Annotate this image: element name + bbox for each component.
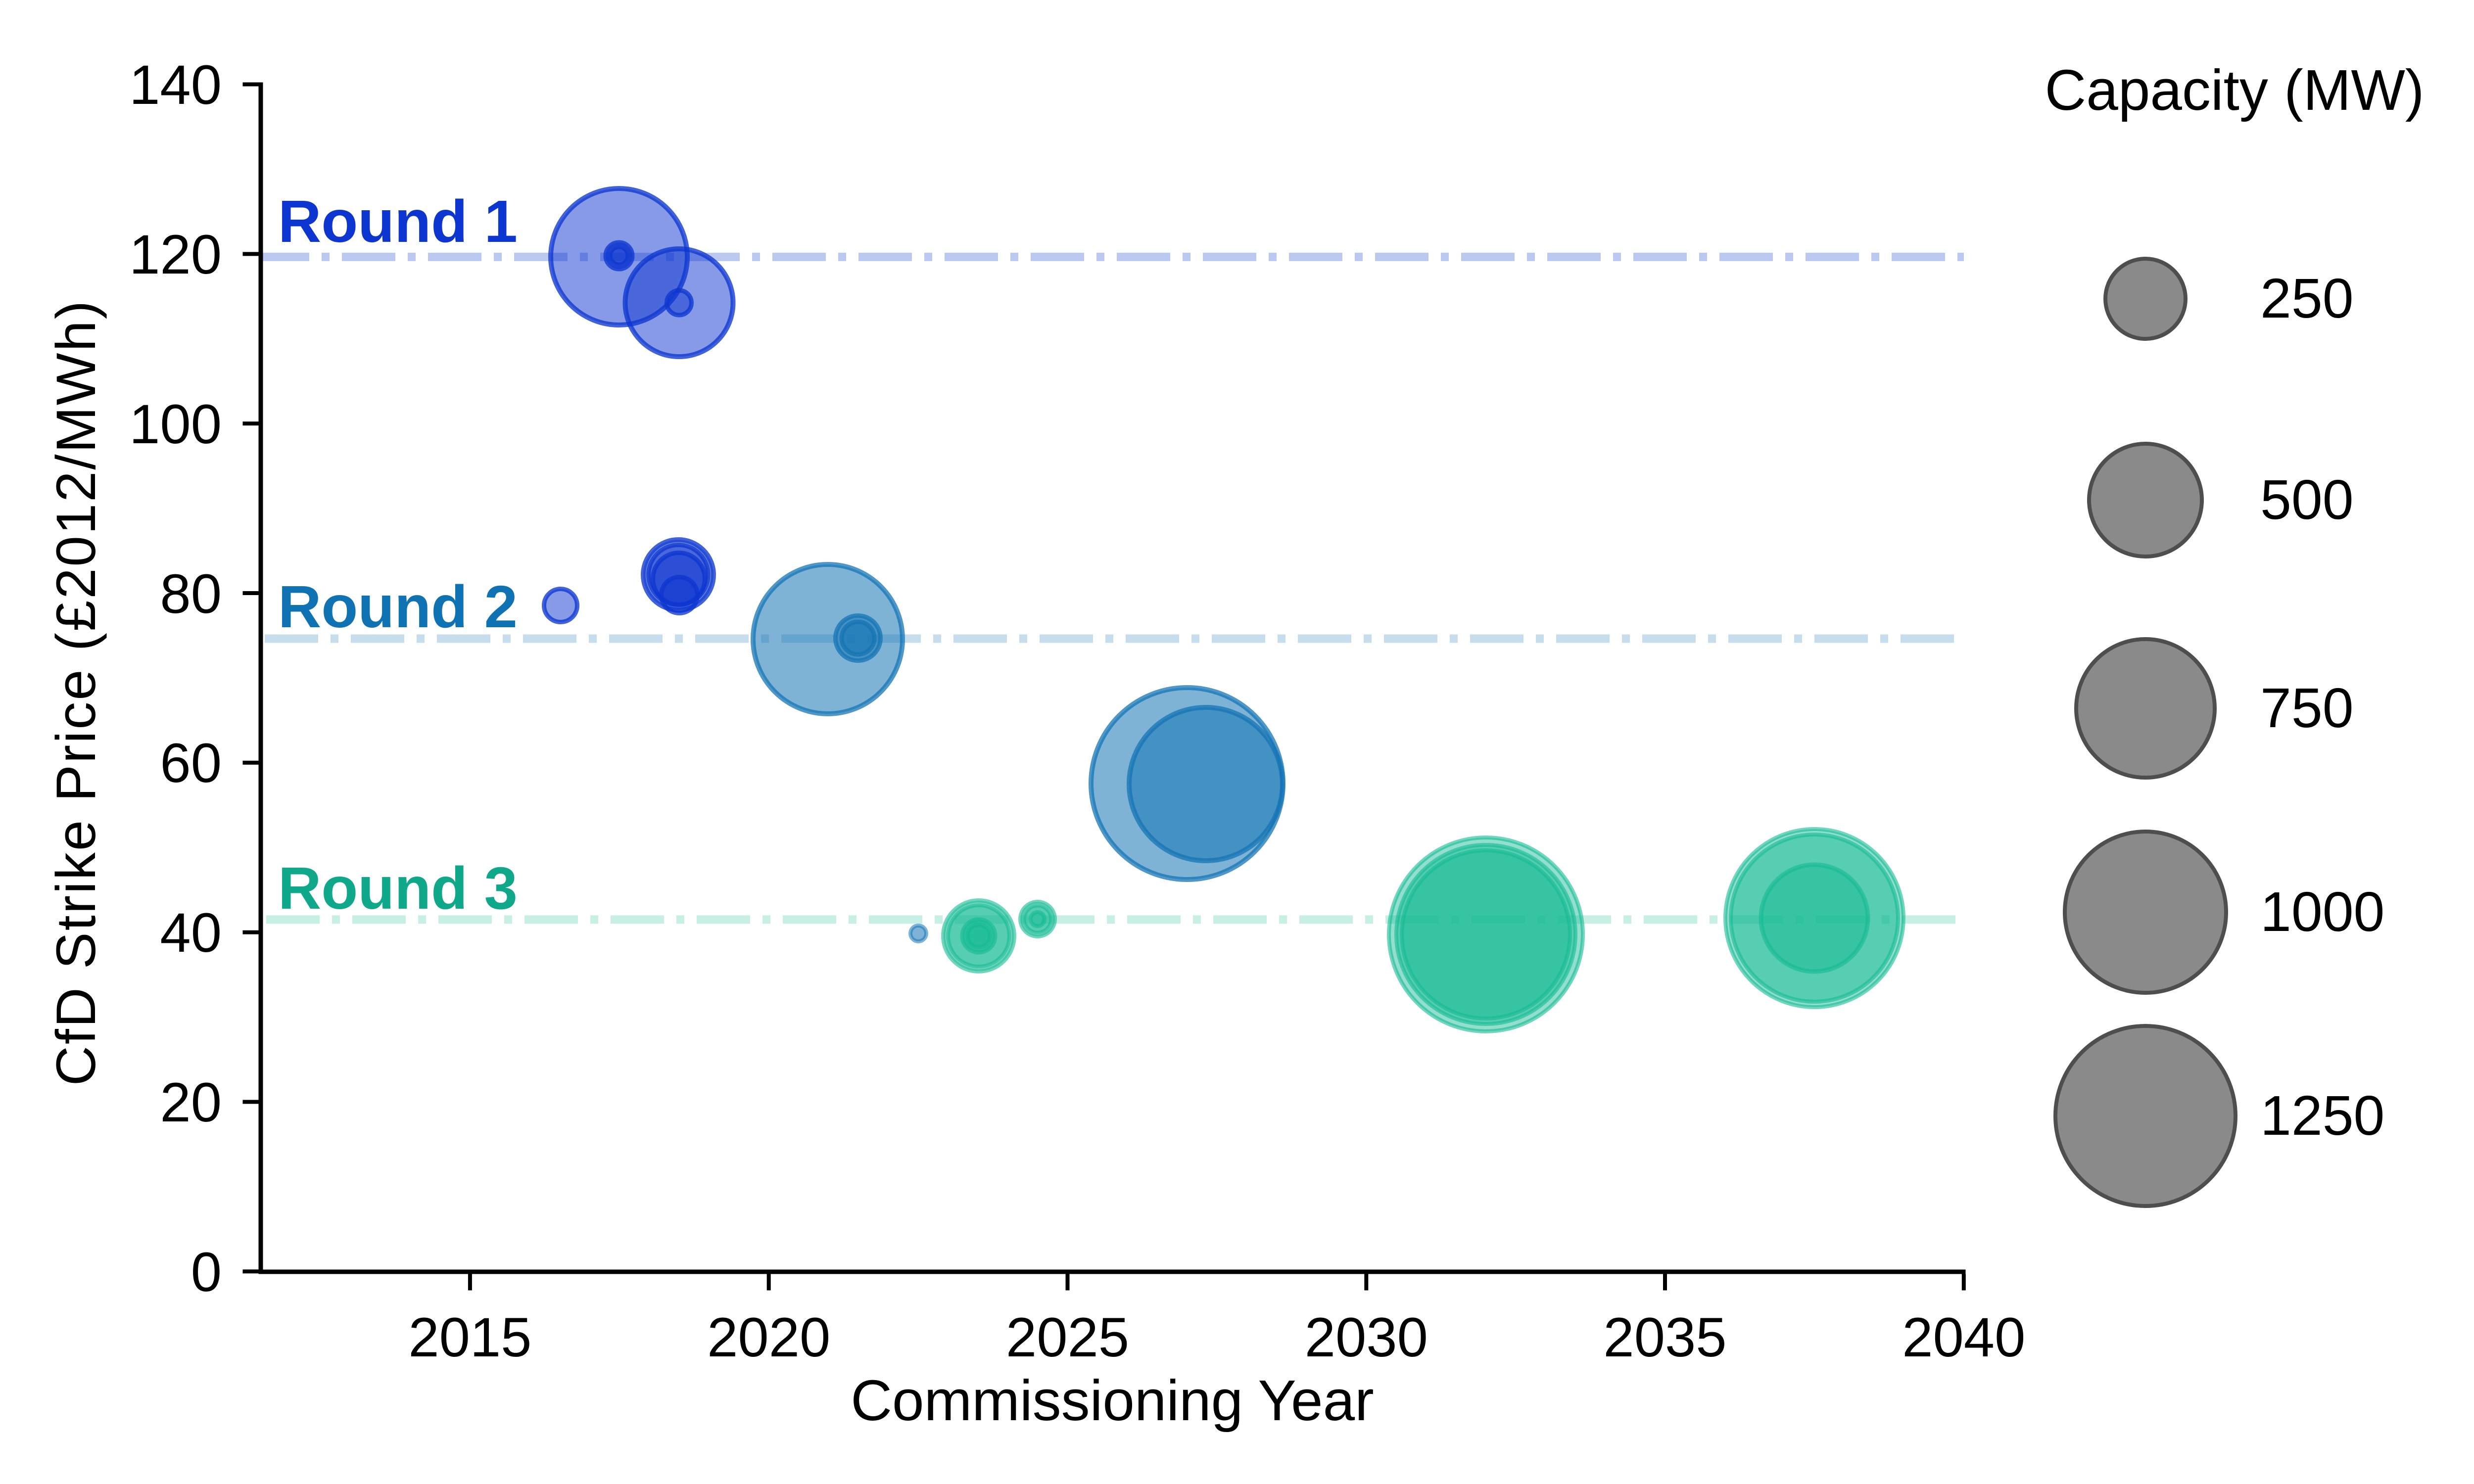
svg-text:250: 250 [2260,267,2354,329]
svg-text:750: 750 [2260,677,2354,739]
svg-text:20: 20 [160,1071,222,1133]
svg-text:2020: 2020 [707,1306,830,1368]
svg-text:Capacity (MW): Capacity (MW) [2045,58,2425,122]
svg-text:500: 500 [2260,468,2354,531]
svg-text:140: 140 [129,54,222,116]
svg-text:0: 0 [191,1241,222,1303]
svg-text:60: 60 [160,732,222,794]
svg-text:Round 1: Round 1 [278,187,518,255]
svg-text:2015: 2015 [408,1306,531,1368]
svg-text:100: 100 [129,393,222,455]
svg-text:2035: 2035 [1603,1306,1726,1368]
svg-text:1000: 1000 [2260,881,2384,943]
svg-text:2025: 2025 [1006,1306,1129,1368]
svg-text:40: 40 [160,902,222,964]
svg-text:80: 80 [160,563,222,625]
svg-text:Round 2: Round 2 [278,573,518,640]
svg-text:120: 120 [129,224,222,285]
svg-text:Round 3: Round 3 [278,854,518,922]
svg-text:1250: 1250 [2260,1084,2384,1147]
svg-text:CfD Strike Price (£2012/MWh): CfD Strike Price (£2012/MWh) [45,299,107,1086]
svg-text:2030: 2030 [1305,1306,1428,1368]
svg-text:2040: 2040 [1902,1306,2025,1368]
svg-text:Commissioning Year: Commissioning Year [851,1368,1374,1433]
